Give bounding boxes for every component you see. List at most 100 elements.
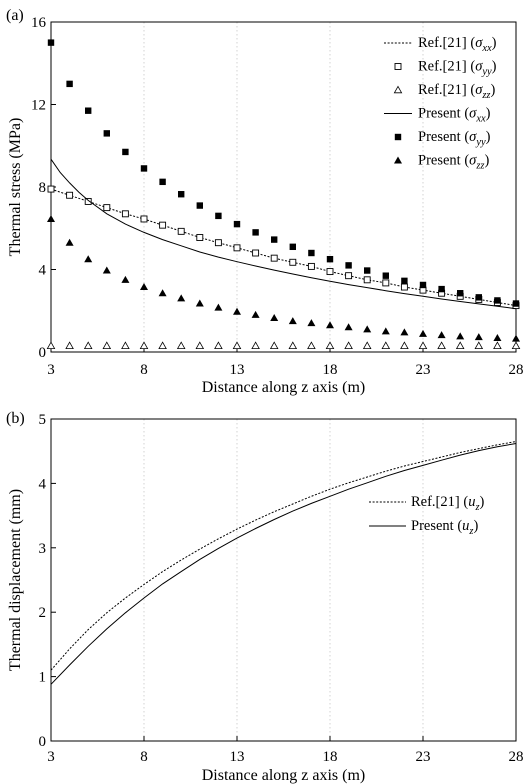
data-point xyxy=(178,191,185,198)
data-point xyxy=(103,204,111,212)
data-point xyxy=(512,334,520,342)
legend-paren-open: ( xyxy=(467,35,476,51)
data-point xyxy=(121,210,129,218)
x-tick-label: 18 xyxy=(323,362,338,378)
legend-item: Present (σxx) xyxy=(384,106,491,125)
data-point xyxy=(307,262,315,270)
legend-paren-close: ) xyxy=(492,35,497,51)
data-point xyxy=(382,279,390,287)
data-point xyxy=(46,341,56,350)
series-line xyxy=(50,441,517,671)
data-point xyxy=(345,262,352,269)
x-tick-label: 23 xyxy=(416,362,431,378)
data-point xyxy=(196,202,203,209)
data-point xyxy=(363,276,371,284)
data-point xyxy=(140,215,148,223)
legend-main: Ref.[21] xyxy=(418,82,467,98)
data-point xyxy=(269,341,279,350)
legend-main: Ref.[21] xyxy=(418,35,467,51)
legend-symbol: σ xyxy=(469,153,477,169)
legend-paren-open: ( xyxy=(467,59,476,75)
legend-symbol: σ xyxy=(475,35,483,51)
data-point xyxy=(233,307,241,315)
data-point xyxy=(475,294,482,301)
legend-subscript: z xyxy=(468,526,473,537)
series-line xyxy=(50,158,517,310)
y-tick-label: 4 xyxy=(39,476,47,492)
data-point xyxy=(400,328,409,336)
data-point xyxy=(325,341,335,350)
legend-label: Present (σxx) xyxy=(418,106,491,125)
series-1 xyxy=(50,188,517,307)
data-point xyxy=(252,229,259,236)
data-point xyxy=(419,281,427,289)
data-point xyxy=(85,107,92,114)
data-point xyxy=(456,332,465,340)
data-point xyxy=(419,329,427,337)
legend: Ref.[21] (σxx)Ref.[21] (σyy)Ref.[21] (σz… xyxy=(384,35,497,172)
x-tick-label: 18 xyxy=(323,749,338,765)
legend-symbol: σ xyxy=(475,59,483,75)
data-point xyxy=(288,341,298,350)
legend: Ref.[21] (uz)Present (uz) xyxy=(369,494,485,537)
x-tick-label: 28 xyxy=(509,749,524,765)
data-point xyxy=(289,258,297,266)
data-point xyxy=(494,297,501,304)
data-point xyxy=(196,234,204,241)
data-point xyxy=(270,313,279,321)
legend-paren-close: ) xyxy=(486,129,491,145)
panel-label: (b) xyxy=(6,410,25,427)
series-2 xyxy=(47,185,520,310)
data-point xyxy=(362,341,372,350)
legend-paren-close: ) xyxy=(485,153,490,169)
data-point xyxy=(65,238,74,246)
legend-label: Ref.[21] (σyy) xyxy=(418,59,497,78)
legend-label: Ref.[21] (σzz) xyxy=(418,82,496,101)
legend-symbol: u xyxy=(462,518,469,534)
data-point xyxy=(438,285,445,293)
legend-item: Ref.[21] (σyy) xyxy=(394,59,497,78)
legend-symbol: σ xyxy=(475,82,483,98)
data-point xyxy=(102,266,111,274)
y-tick-label: 4 xyxy=(39,263,47,279)
data-point xyxy=(232,341,242,350)
data-point xyxy=(418,341,428,350)
series-line xyxy=(50,188,517,307)
legend-subscript: yy xyxy=(481,67,492,78)
legend-swatch xyxy=(393,85,403,94)
x-tick-label: 13 xyxy=(230,749,245,765)
data-point xyxy=(159,221,167,229)
data-point xyxy=(288,317,297,325)
legend-main: Present xyxy=(418,106,461,122)
data-point xyxy=(493,341,502,350)
y-axis-label: Thermal displacement (mm) xyxy=(7,489,24,671)
legend-item: Ref.[21] (σzz) xyxy=(393,82,496,101)
data-point xyxy=(177,294,186,302)
legend-subscript: xx xyxy=(481,43,492,54)
data-point xyxy=(270,254,278,262)
x-tick-label: 8 xyxy=(140,749,148,765)
y-tick-label: 0 xyxy=(39,345,47,361)
data-point xyxy=(121,275,130,283)
legend-swatch xyxy=(394,133,402,141)
plot-frame xyxy=(50,418,517,742)
data-point xyxy=(214,239,222,247)
data-point xyxy=(457,290,464,297)
data-point xyxy=(158,341,167,350)
y-tick-label: 1 xyxy=(39,670,47,686)
legend-paren-open: ( xyxy=(467,82,476,98)
data-point xyxy=(381,341,391,350)
legend-subscript: z xyxy=(474,502,479,513)
data-point xyxy=(47,185,55,193)
legend-paren-close: ) xyxy=(480,494,485,510)
legend-label: Present (σzz) xyxy=(418,153,490,172)
legend-label: Present (σyy) xyxy=(418,129,491,148)
y-tick-label: 5 xyxy=(39,412,47,428)
legend-item: Ref.[21] (uz) xyxy=(369,494,485,513)
legend-subscript: yy xyxy=(475,137,486,148)
series-5 xyxy=(47,39,520,307)
legend-subscript: zz xyxy=(481,90,490,101)
data-point xyxy=(177,227,185,235)
data-point xyxy=(66,191,74,199)
legend-symbol: u xyxy=(468,494,475,510)
